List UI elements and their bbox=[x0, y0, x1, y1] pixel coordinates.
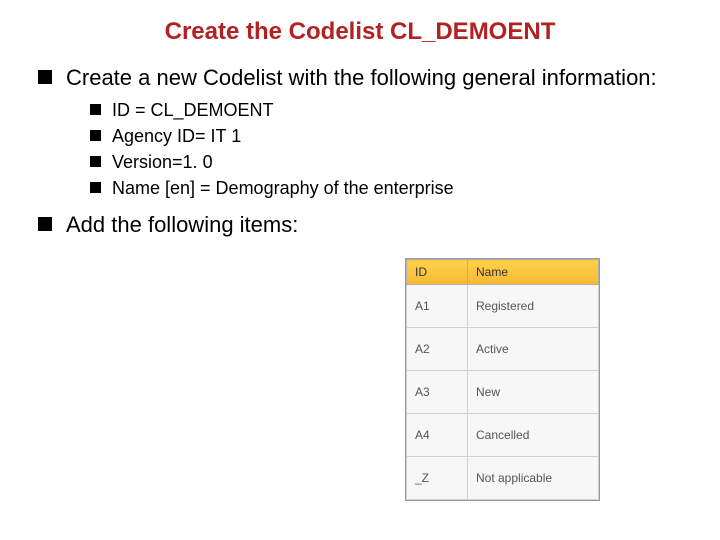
cell-id: _Z bbox=[407, 457, 468, 500]
page-title: Create the Codelist CL_DEMOENT bbox=[30, 18, 690, 46]
table-header-name: Name bbox=[468, 260, 599, 285]
cell-name: Active bbox=[468, 328, 599, 371]
cell-name: Not applicable bbox=[468, 457, 599, 500]
table-row: A1 Registered bbox=[407, 285, 599, 328]
cell-id: A4 bbox=[407, 414, 468, 457]
general-agency: Agency ID= IT 1 bbox=[90, 124, 690, 148]
table-header-id: ID bbox=[407, 260, 468, 285]
cell-name: Cancelled bbox=[468, 414, 599, 457]
cell-name: Registered bbox=[468, 285, 599, 328]
intro-text: Create a new Codelist with the following… bbox=[66, 65, 657, 90]
bullet-list-level1: Create a new Codelist with the following… bbox=[38, 64, 690, 238]
table-row: A4 Cancelled bbox=[407, 414, 599, 457]
general-version: Version=1. 0 bbox=[90, 150, 690, 174]
codelist-table: ID Name A1 Registered A2 Active A3 New bbox=[406, 259, 599, 500]
cell-id: A3 bbox=[407, 371, 468, 414]
codelist-table-wrap: ID Name A1 Registered A2 Active A3 New bbox=[405, 258, 600, 501]
general-name: Name [en] = Demography of the enterprise bbox=[90, 176, 690, 200]
bullet-list-level2: ID = CL_DEMOENT Agency ID= IT 1 Version=… bbox=[90, 98, 690, 201]
table-row: A2 Active bbox=[407, 328, 599, 371]
cell-id: A1 bbox=[407, 285, 468, 328]
add-items-bullet: Add the following items: bbox=[38, 211, 690, 239]
intro-bullet: Create a new Codelist with the following… bbox=[38, 64, 690, 201]
table-row: A3 New bbox=[407, 371, 599, 414]
table-header-row: ID Name bbox=[407, 260, 599, 285]
slide: Create the Codelist CL_DEMOENT Create a … bbox=[0, 0, 720, 540]
cell-name: New bbox=[468, 371, 599, 414]
table-row: _Z Not applicable bbox=[407, 457, 599, 500]
general-id: ID = CL_DEMOENT bbox=[90, 98, 690, 122]
cell-id: A2 bbox=[407, 328, 468, 371]
